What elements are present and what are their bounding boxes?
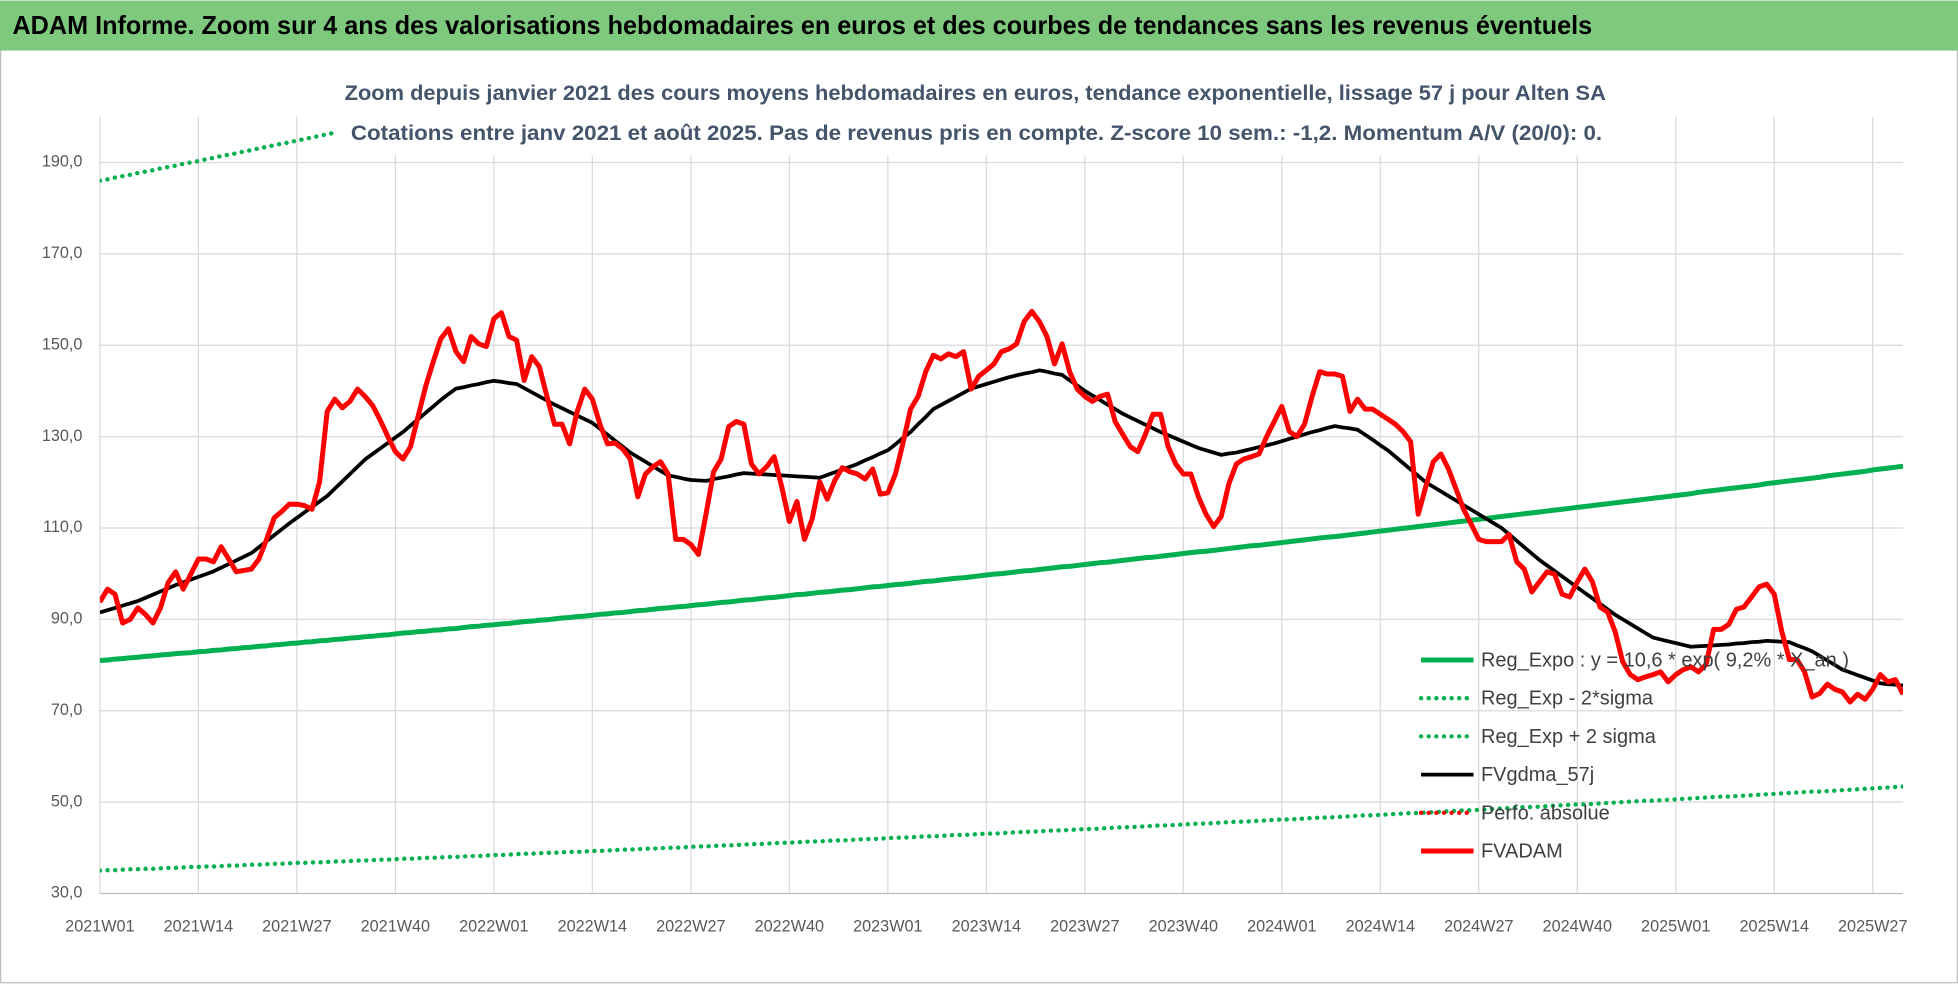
- subtitle: Cotations entre janv 2021 et août 2025. …: [351, 122, 1602, 145]
- subtitle-box: [334, 73, 1621, 156]
- x-tick-label: 2021W01: [65, 917, 134, 935]
- legend-label: FVADAM: [1481, 841, 1563, 863]
- y-tick-label: 30,0: [51, 884, 83, 902]
- x-tick-label: 2025W14: [1740, 917, 1809, 935]
- legend-label: FVgdma_57j: [1481, 764, 1594, 786]
- grid: [99, 116, 1904, 895]
- header-band: [0, 0, 1958, 51]
- legend-label: Perfo. absolue: [1481, 802, 1610, 824]
- x-tick-label: 2021W27: [262, 917, 331, 935]
- x-tick-label: 2024W01: [1247, 917, 1316, 935]
- x-tick-label: 2021W40: [361, 917, 430, 935]
- x-tick-label: 2025W01: [1641, 917, 1710, 935]
- legend-label: Reg_Expo : y = 10,6 * exp( 9,2% * X_an ): [1481, 649, 1849, 671]
- subtitle: Zoom depuis janvier 2021 des cours moyen…: [345, 82, 1606, 105]
- x-tick-label: 2024W40: [1543, 917, 1612, 935]
- y-tick-label: 50,0: [51, 792, 83, 810]
- x-tick-label: 2023W14: [952, 917, 1021, 935]
- x-tick-label: 2024W27: [1444, 917, 1513, 935]
- y-tick-label: 170,0: [42, 244, 83, 262]
- series-line: [99, 463, 1904, 663]
- y-tick-label: 110,0: [43, 518, 82, 536]
- x-tick-label: 2022W40: [755, 917, 824, 935]
- x-tick-label: 2022W14: [558, 917, 627, 935]
- y-tick-label: 190,0: [42, 153, 83, 171]
- x-tick-label: 2023W01: [853, 917, 922, 935]
- y-tick-label: 150,0: [42, 335, 83, 353]
- chart-title: ADAM Informe. Zoom sur 4 ans des valoris…: [12, 10, 1592, 40]
- x-tick-label: 2021W14: [164, 917, 233, 935]
- x-tick-label: 2022W27: [656, 917, 725, 935]
- x-tick-label: 2023W27: [1050, 917, 1119, 935]
- x-tick-label: 2023W40: [1149, 917, 1218, 935]
- y-tick-label: 130,0: [42, 427, 83, 445]
- legend-label: Reg_Exp + 2 sigma: [1481, 726, 1657, 748]
- series-line: [99, 368, 1904, 688]
- series-line: [99, 308, 1904, 705]
- legend: Reg_Expo : y = 10,6 * exp( 9,2% * X_an )…: [1418, 649, 1849, 863]
- y-tick-label: 90,0: [51, 610, 83, 628]
- x-tick-label: 2024W14: [1346, 917, 1415, 935]
- x-tick-label: 2022W01: [459, 917, 528, 935]
- legend-label: Reg_Exp - 2*sigma: [1481, 688, 1654, 710]
- axes: 30,0 50,0 70,0 90,0 110,0 130,0 150,0 170,0 190,…: [42, 153, 1908, 936]
- x-tick-label: 2025W27: [1838, 917, 1907, 935]
- y-tick-label: 70,0: [51, 701, 83, 719]
